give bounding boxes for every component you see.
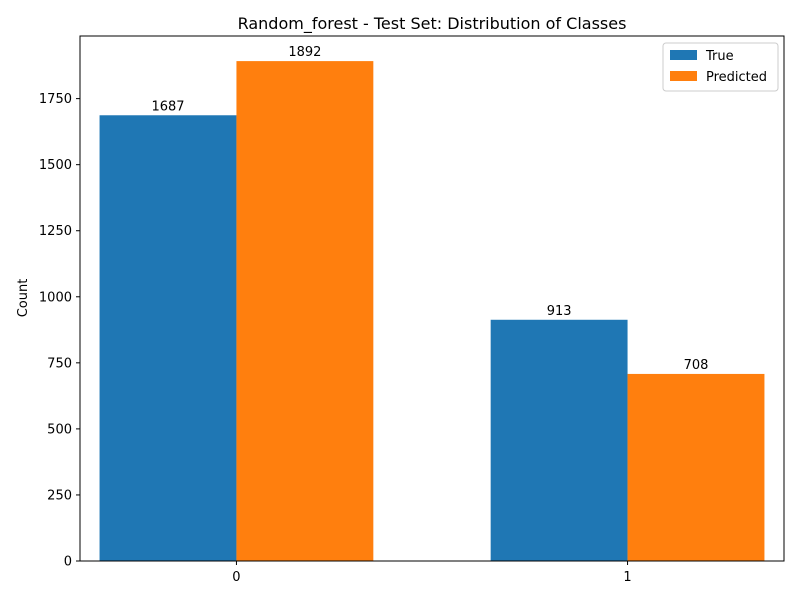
chart-title: Random_forest - Test Set: Distribution o… [238,14,627,34]
bar-true-class-0 [99,115,237,561]
bar-predicted-class-1 [627,373,765,561]
data-label-predicted-class-0: 1892 [288,45,321,60]
plot-frame [79,35,785,562]
legend-swatch-predicted [670,71,697,81]
legend: True Predicted [662,42,779,92]
legend-swatch-true [670,50,697,60]
legend-label-true: True [705,49,734,64]
y-axis: 0 250 500 750 1000 1250 1500 1750 [39,92,80,570]
y-tick-label-1750: 1750 [39,92,72,107]
bar-predicted-class-0 [236,61,374,562]
y-tick-label-750: 750 [47,356,72,371]
legend-label-predicted: Predicted [706,70,767,85]
bar-true-class-1 [490,319,628,561]
x-tick-label-0: 0 [232,570,240,585]
y-tick-label-250: 250 [47,488,72,503]
y-tick-label-1250: 1250 [39,224,72,239]
y-axis-label: Count [16,279,31,318]
x-tick-label-1: 1 [623,570,631,585]
data-label-true-class-1: 913 [547,304,572,319]
data-label-predicted-class-1: 708 [684,358,709,373]
bars-group [99,61,765,562]
y-tick-label-0: 0 [64,555,72,570]
y-tick-label-1000: 1000 [39,290,72,305]
y-tick-label-1500: 1500 [39,158,72,173]
y-tick-label-500: 500 [47,422,72,437]
data-labels-group: 1687 1892 913 708 [151,45,708,373]
data-label-true-class-0: 1687 [151,99,184,114]
